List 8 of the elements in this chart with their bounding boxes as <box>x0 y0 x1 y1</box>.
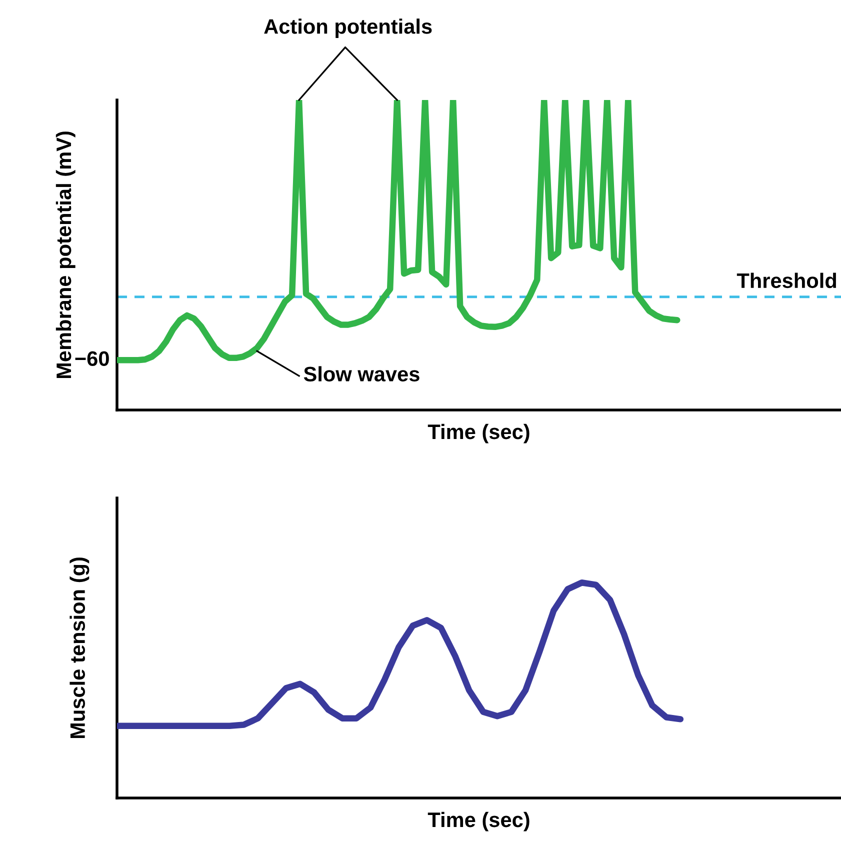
text: −60 <box>75 351 109 366</box>
text: Action potentials <box>264 18 432 38</box>
ref-line-label: Threshold <box>736 272 836 288</box>
x-axis-title: Time (sec) <box>428 424 530 444</box>
x-axis-title: Time (sec) <box>428 812 530 832</box>
y-axis-title: Muscle tension (g) <box>70 558 90 738</box>
y-axis-title: Membrane potential (mV) <box>56 132 76 378</box>
annotation: Slow waves <box>304 366 420 382</box>
